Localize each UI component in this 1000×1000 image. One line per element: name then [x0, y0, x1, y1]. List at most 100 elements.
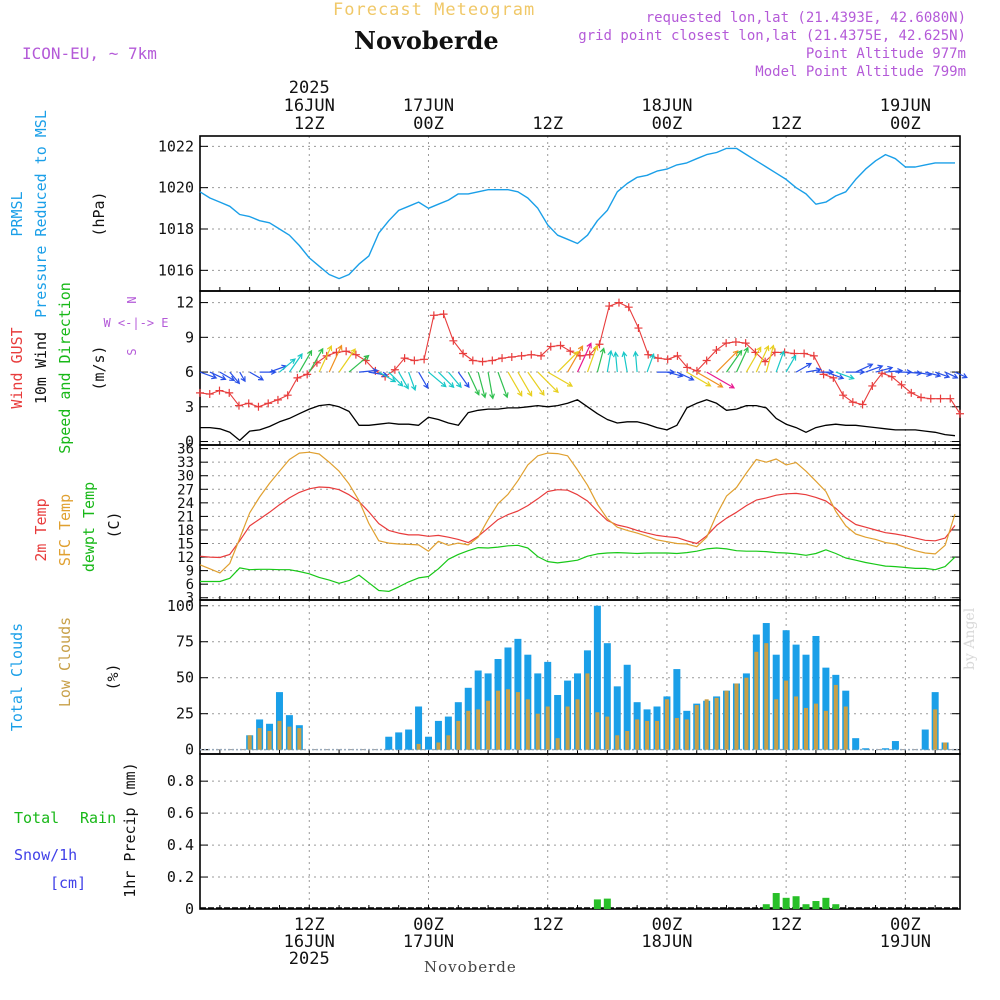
low-cloud-bar — [446, 735, 451, 750]
low-cloud-bar — [476, 709, 481, 750]
rain-bar — [792, 896, 800, 909]
wind-direction-arrow — [249, 371, 265, 381]
y-tick-label: 9 — [186, 564, 194, 580]
low-cloud-bar — [764, 643, 769, 750]
label-total-clouds: Total Clouds — [8, 623, 26, 731]
station-title: Novoberde — [354, 26, 499, 55]
low-cloud-bar — [784, 680, 789, 750]
gust-marker — [429, 311, 438, 320]
wind-direction-arrow — [785, 354, 797, 373]
top-date-label: 18JUN — [641, 96, 692, 116]
panel-1: 0 3 6 9 12 — [176, 290, 961, 451]
bottom-hour-label: 00Z — [890, 915, 921, 935]
wind-direction-arrow — [547, 371, 574, 387]
bottom-date-label: 18JUN — [641, 932, 692, 952]
rain-bar — [782, 897, 790, 909]
label-sfc-temp: SFC Temp — [56, 494, 74, 566]
low-cloud-bar — [813, 703, 818, 750]
low-cloud-bar — [823, 710, 828, 750]
label-2m-temp: 2m Temp — [32, 498, 50, 561]
gust-marker — [741, 339, 750, 348]
bottom-date-label: 19JUN — [880, 932, 931, 952]
low-cloud-bar — [247, 735, 252, 750]
low-cloud-bar — [833, 684, 838, 750]
gust-marker — [731, 337, 740, 346]
wind-direction-arrow — [219, 371, 236, 382]
wind-direction-arrow — [239, 371, 246, 383]
gust-marker — [644, 350, 653, 359]
total-cloud-bar — [852, 738, 860, 750]
y-tick-label: 0 — [185, 741, 194, 759]
low-cloud-bar — [555, 738, 560, 750]
gust-marker — [390, 365, 399, 374]
label-prmsl: PRMSL — [8, 191, 26, 236]
bottom-date-label: 16JUN — [284, 932, 335, 952]
low-cloud-bar — [575, 699, 580, 750]
gust-marker — [936, 394, 945, 403]
wind-direction-arrow — [358, 367, 379, 374]
gust-marker — [273, 395, 282, 404]
wind-direction-arrow — [428, 371, 447, 388]
low-cloud-bar — [635, 719, 640, 750]
gust-marker — [449, 336, 458, 345]
gust-marker — [205, 390, 214, 399]
wind-direction-arrow — [686, 371, 712, 387]
bottom-hour-label: 12Z — [294, 915, 325, 935]
wind-direction-arrow — [527, 371, 545, 397]
low-cloud-bar — [794, 696, 799, 750]
y-tick-label: 30 — [177, 469, 194, 485]
wind-direction-arrow — [557, 350, 579, 373]
low-cloud-bar — [734, 683, 739, 750]
bottom-date-label: 17JUN — [403, 932, 454, 952]
low-cloud-bar — [267, 730, 272, 750]
meteogram-panels: 1016101810201022036912369121518212427303… — [8, 78, 968, 969]
wind-direction-arrow — [507, 371, 523, 397]
label-snow: Snow/1h — [14, 846, 77, 864]
wind-direction-arrow — [199, 371, 218, 380]
credit-watermark: by Angel — [962, 607, 978, 670]
wind-direction-arrow — [755, 344, 770, 373]
gust-marker — [566, 347, 575, 356]
gust-marker — [507, 353, 516, 361]
low-cloud-bar — [535, 713, 540, 750]
gust-marker — [546, 342, 555, 351]
y-tick-label: 0.2 — [167, 868, 194, 886]
gust-marker — [410, 356, 419, 365]
total-cloud-bar — [275, 692, 283, 750]
low-cloud-bar — [545, 706, 550, 750]
wind-direction-arrow — [586, 344, 599, 373]
pressure-line — [199, 147, 955, 280]
wind-direction-arrow — [318, 344, 333, 373]
low-cloud-bar — [654, 720, 659, 750]
gust-marker — [868, 381, 877, 390]
wind-direction-arrow — [765, 344, 776, 373]
gust-marker — [653, 354, 662, 363]
top-date-label: 17JUN — [403, 96, 454, 116]
y-tick-label: 75 — [176, 633, 194, 651]
rain-bar — [593, 899, 601, 909]
gust-marker — [459, 349, 468, 358]
low-cloud-bar — [674, 718, 679, 750]
wind-direction-arrow — [716, 350, 739, 373]
wind-direction-arrow — [209, 371, 227, 381]
label-precip-unit: 1hr Precip (mm) — [121, 762, 139, 897]
low-cloud-bar — [585, 673, 590, 750]
wind-direction-arrow — [865, 364, 884, 373]
label-temp-unit: (C) — [105, 511, 123, 538]
y-tick-label: 21 — [177, 509, 194, 525]
wind-direction-arrow — [567, 345, 584, 373]
low-cloud-bar — [496, 690, 501, 750]
gust-marker — [800, 349, 809, 358]
rain-bar — [812, 901, 820, 909]
gust-marker — [556, 341, 565, 350]
y-tick-label: 9 — [185, 328, 194, 346]
gust-marker — [527, 350, 536, 359]
total-cloud-bar — [544, 661, 552, 750]
rain-bar — [762, 904, 770, 909]
gust-marker — [498, 354, 507, 363]
y-tick-label: 24 — [177, 496, 194, 512]
low-cloud-bar — [804, 707, 809, 750]
total-cloud-bar — [623, 664, 631, 750]
wind-direction-arrow — [612, 351, 619, 373]
